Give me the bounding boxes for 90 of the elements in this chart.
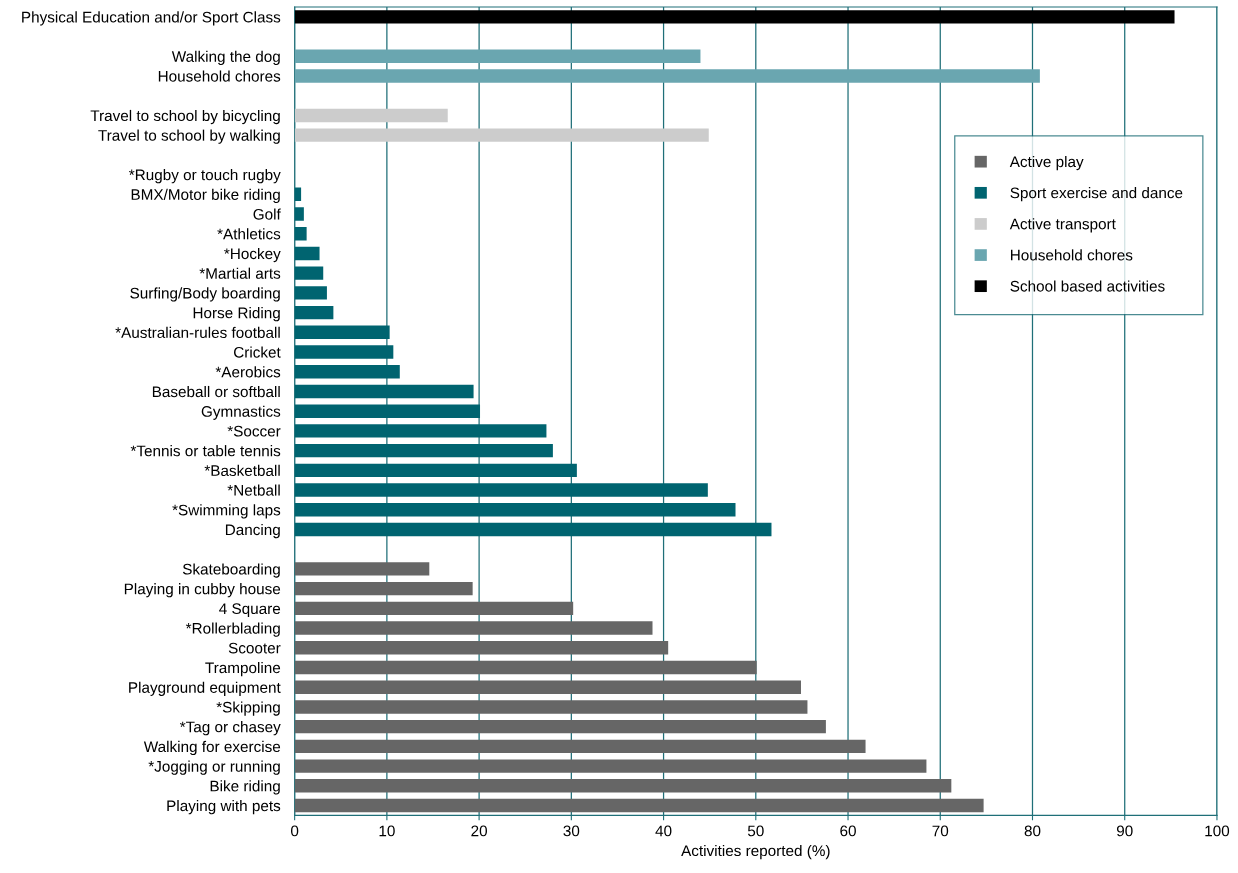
- y-tick-label: Horse Riding: [193, 307, 280, 322]
- bar: [294, 108, 448, 123]
- bar: [294, 443, 553, 458]
- y-tick-label: Skateboarding: [182, 563, 280, 578]
- y-tick-label: Playing with pets: [167, 799, 281, 815]
- y-tick-label: *Skipping: [216, 701, 280, 716]
- bar: [294, 779, 952, 793]
- y-tick-label: Surfing/Body boarding: [130, 287, 280, 302]
- y-tick-label: Travel to school by walking: [98, 129, 280, 144]
- legend-label: Household chores: [1011, 249, 1133, 261]
- x-tick-label: 30: [563, 825, 580, 837]
- bar: [294, 345, 394, 359]
- x-tick-label: 90: [1116, 825, 1133, 837]
- legend-label: Active play: [1009, 155, 1084, 171]
- bar: [294, 69, 1040, 83]
- y-tick-label: Dancing: [225, 523, 280, 539]
- bar: [294, 10, 1175, 24]
- bar: [294, 286, 327, 300]
- bar: [294, 562, 430, 576]
- bar: [294, 325, 390, 340]
- legend-label: Sport exercise and dance: [1010, 187, 1183, 202]
- x-tick-label: 40: [655, 825, 672, 837]
- y-tick-label: BMX/Motor bike riding: [131, 188, 280, 203]
- y-tick-label: Trampoline: [205, 661, 281, 677]
- bar: [294, 305, 334, 320]
- y-tick-label: Household chores: [158, 70, 281, 82]
- bar: [294, 49, 701, 63]
- x-tick-label: 100: [1205, 825, 1230, 837]
- x-tick-label: 10: [379, 825, 395, 837]
- y-tick-label: *Basketball: [204, 464, 280, 477]
- bar: [294, 680, 801, 694]
- bar: [294, 719, 826, 734]
- y-tick-label: Baseball or softball: [152, 385, 280, 398]
- bar: [294, 384, 474, 399]
- bar: [294, 227, 307, 241]
- y-tick-label: *Jogging or running: [148, 760, 280, 775]
- bar: [294, 483, 708, 497]
- bar: [294, 503, 736, 517]
- y-tick-label: Scooter: [228, 642, 281, 654]
- y-tick-label: *Tag or chasey: [179, 721, 281, 736]
- legend-label: School based activities: [1010, 280, 1165, 292]
- bar: [294, 700, 808, 714]
- x-tick-label: 0: [290, 825, 299, 837]
- bar: [294, 463, 577, 478]
- y-tick-label: *Athletics: [217, 228, 281, 240]
- legend-label: Active transport: [1009, 218, 1116, 233]
- x-tick-label: 60: [840, 825, 856, 837]
- bar: [294, 601, 574, 616]
- y-tick-label: Golf: [253, 208, 281, 220]
- x-tick-label: 50: [747, 825, 764, 837]
- y-tick-label: Playground equipment: [129, 681, 281, 696]
- y-tick-label: *Tennis or table tennis: [130, 445, 281, 457]
- y-tick-label: Travel to school by bicycling: [90, 109, 280, 125]
- y-tick-label: 4 Square: [219, 603, 281, 618]
- x-tick-label: 80: [1024, 825, 1041, 837]
- x-tick-label: 20: [471, 825, 488, 837]
- y-tick-label: Bike riding: [210, 780, 280, 795]
- bar: [294, 641, 669, 655]
- y-tick-label: *Soccer: [227, 425, 281, 437]
- y-tick-label: *Martial arts: [199, 267, 281, 279]
- bar: [294, 660, 757, 675]
- bar: [294, 739, 866, 754]
- bar: [294, 798, 984, 813]
- x-axis-title: Activities reported (%): [681, 844, 830, 860]
- bar: [294, 128, 709, 142]
- bar: [294, 522, 772, 537]
- bar: [294, 246, 320, 261]
- y-tick-label: Playing in cubby house: [124, 583, 281, 598]
- bar: [294, 404, 481, 418]
- y-tick-label: Physical Education and/or Sport Class: [22, 11, 281, 26]
- y-tick-label: *Swimming laps: [172, 504, 281, 519]
- y-tick-label: *Netball: [227, 484, 280, 496]
- bar: [294, 365, 400, 379]
- y-tick-label: *Rollerblading: [185, 622, 280, 637]
- bar: [294, 266, 324, 280]
- bar: [294, 207, 304, 221]
- y-tick-label: Gymnastics: [201, 405, 281, 420]
- y-tick-label: Cricket: [234, 346, 281, 358]
- bar: [294, 187, 302, 201]
- y-tick-label: Walking the dog: [171, 50, 280, 65]
- bar: [294, 581, 473, 596]
- y-tick-label: Walking for exercise: [143, 740, 281, 756]
- y-tick-label: *Aerobics: [215, 366, 281, 378]
- y-tick-label: *Hockey: [224, 247, 281, 263]
- y-tick-label: *Australian-rules football: [115, 326, 280, 338]
- bar: [294, 759, 927, 773]
- y-tick-label: *Rugby or touch rugby: [128, 169, 281, 184]
- bar: [294, 621, 653, 635]
- x-tick-label: 70: [932, 825, 949, 837]
- bar: [294, 424, 547, 438]
